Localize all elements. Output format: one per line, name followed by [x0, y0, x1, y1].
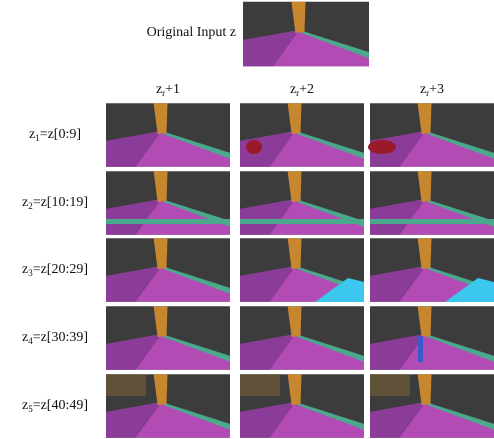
column-header: zr+2	[290, 82, 314, 98]
artifact	[370, 374, 410, 396]
generated-image	[106, 238, 230, 301]
generated-image	[240, 171, 364, 234]
artifact	[106, 219, 230, 224]
figure: Original Input z zr+1 zr+2 zr+3 z1=z[0:9] z2…	[0, 0, 494, 439]
teal-band	[370, 219, 494, 224]
column-header: zr+3	[420, 82, 444, 98]
noise	[240, 374, 280, 396]
row-label: z2=z[10:19]	[22, 195, 88, 211]
teal-band	[240, 219, 364, 224]
label-suffix: =z[30:39]	[33, 330, 88, 345]
label-suffix: +2	[299, 82, 314, 97]
label-suffix: =z[40:49]	[33, 398, 88, 413]
column-header: zr+1	[156, 82, 180, 98]
artifact	[240, 219, 364, 224]
label-suffix: =z[10:19]	[33, 195, 88, 210]
artifact	[240, 374, 280, 396]
generated-image	[106, 306, 230, 369]
generated-image	[240, 103, 364, 166]
generated-image	[106, 103, 230, 166]
blue-streak	[418, 336, 423, 362]
generated-image	[106, 171, 230, 234]
row-label: z1=z[0:9]	[29, 127, 81, 143]
label-suffix: =z[0:9]	[40, 127, 81, 142]
noise	[106, 374, 146, 396]
artifact	[106, 374, 146, 396]
generated-image	[370, 171, 494, 234]
row-label: z3=z[20:29]	[22, 262, 88, 278]
noise	[370, 374, 410, 396]
artifact	[246, 140, 262, 154]
generated-image	[240, 306, 364, 369]
row-label: z5=z[40:49]	[22, 398, 88, 414]
label-suffix: +1	[165, 82, 180, 97]
teal-band	[106, 219, 230, 224]
artifact	[368, 140, 396, 154]
label-suffix: +3	[429, 82, 444, 97]
generated-image	[370, 306, 494, 369]
red-blob	[246, 140, 262, 154]
red-blob	[368, 140, 396, 154]
row-label: z4=z[30:39]	[22, 330, 88, 346]
label-suffix: =z[20:29]	[33, 262, 88, 277]
generated-image	[370, 103, 494, 166]
original-image	[243, 2, 369, 67]
artifact	[418, 336, 423, 362]
artifact	[370, 219, 494, 224]
original-label: Original Input z	[147, 25, 236, 40]
